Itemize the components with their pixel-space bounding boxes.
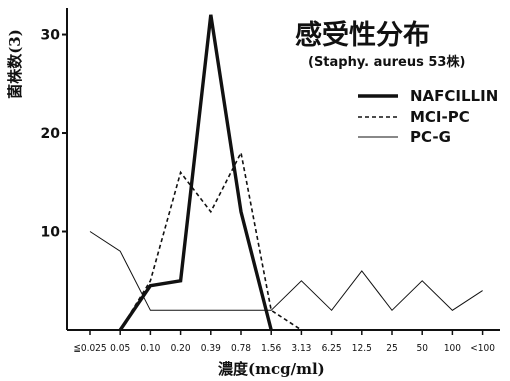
x-tick-label: <100 [470,343,495,354]
x-tick-label: 0.10 [140,343,160,354]
x-tick-label: 0.20 [171,343,191,354]
x-tick-label: 100 [444,343,461,354]
chart-title: 感受性分布 [295,19,430,51]
series-line-nafcillin [118,14,273,331]
y-axis-label: 菌株数(3) [6,29,24,99]
x-tick-label: 3.13 [291,343,311,354]
x-axis-label: 濃度(mcg/ml) [218,360,325,378]
series-line-mci-pc [119,150,302,331]
x-tick-label: ≦0.025 [73,343,106,354]
series-layer [89,14,483,331]
y-tick-label: 20 [41,126,61,142]
x-tick-label: 0.05 [110,343,130,354]
series-line-pc-g [89,231,483,312]
x-tick-label: 25 [386,343,397,354]
legend-label-mci-pc: MCI-PC [410,108,470,126]
legend-label-pc-g: PC-G [410,128,451,146]
axes [66,8,500,331]
ticks-layer: 10 20 30 ≦0.025 0.05 0.10 0.20 0.39 0.78 1.56 3.13… [41,28,496,354]
x-tick-label: 12.5 [352,343,372,354]
x-tick-label: 0.78 [231,343,251,354]
y-tick-label: 30 [41,28,61,44]
x-tick-label: 50 [416,343,428,354]
x-tick-label: 6.25 [322,343,342,354]
legend: NAFCILLIN MCI-PC PC-G [358,87,498,146]
chart-subtitle: (Staphy. aureus 53株) [308,54,465,70]
y-tick-label: 10 [41,225,61,241]
legend-label-nafcillin: NAFCILLIN [410,87,498,105]
x-tick-label: 0.39 [201,343,221,354]
x-tick-label: 1.56 [261,343,281,354]
